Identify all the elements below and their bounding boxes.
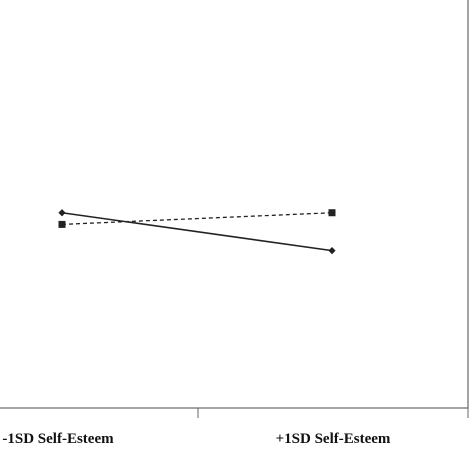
series-0-point-1 bbox=[328, 247, 336, 255]
series-layer bbox=[58, 209, 336, 255]
series-0-line bbox=[61, 211, 333, 252]
series-1-point-1 bbox=[328, 209, 336, 217]
series-1-line bbox=[61, 212, 333, 226]
x-tick-label-high: +1SD Self-Esteem bbox=[276, 431, 391, 447]
x-tick-label-low: -1SD Self-Esteem bbox=[2, 431, 114, 447]
plot-frame bbox=[0, 0, 469, 409]
series-0-point-0 bbox=[58, 209, 66, 217]
series-1-point-0 bbox=[58, 220, 66, 228]
